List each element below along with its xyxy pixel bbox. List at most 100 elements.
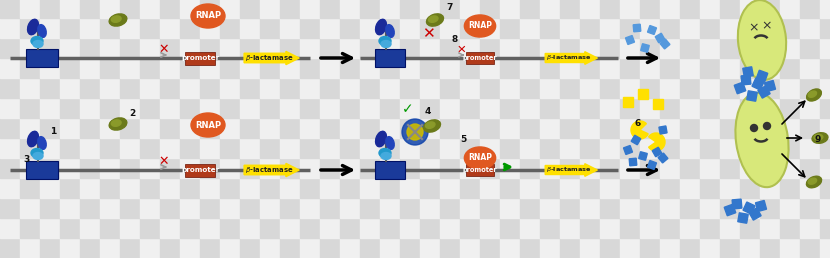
Bar — [200, 0, 220, 18]
Bar — [760, 218, 780, 238]
Bar — [40, 238, 60, 258]
Bar — [120, 198, 140, 218]
Bar — [300, 0, 320, 18]
FancyArrow shape — [545, 164, 598, 176]
Bar — [360, 0, 380, 18]
Bar — [800, 18, 820, 38]
Bar — [460, 38, 480, 58]
Bar — [740, 178, 760, 198]
Ellipse shape — [407, 124, 423, 140]
Bar — [460, 238, 480, 258]
Bar — [300, 218, 320, 238]
Bar — [20, 218, 40, 238]
Bar — [800, 38, 820, 58]
Bar — [440, 98, 460, 118]
Bar — [260, 118, 280, 138]
Bar — [240, 78, 260, 98]
Ellipse shape — [111, 120, 121, 126]
Bar — [760, 118, 780, 138]
Bar — [725, 204, 735, 216]
Bar — [720, 0, 740, 18]
Ellipse shape — [423, 120, 441, 132]
Bar — [280, 58, 300, 78]
Bar — [140, 118, 160, 138]
Text: ×: × — [762, 20, 772, 33]
Bar — [120, 18, 140, 38]
Bar — [400, 138, 420, 158]
Bar — [360, 98, 380, 118]
Bar — [60, 158, 80, 178]
Bar — [600, 198, 620, 218]
Bar — [660, 78, 680, 98]
Bar — [639, 152, 647, 160]
Ellipse shape — [807, 176, 822, 188]
Bar — [658, 153, 668, 163]
Bar — [720, 58, 740, 78]
Bar — [80, 0, 100, 18]
Bar — [626, 36, 634, 44]
Bar — [60, 0, 80, 18]
Bar — [340, 38, 360, 58]
Bar — [220, 178, 240, 198]
Bar — [480, 138, 500, 158]
Bar — [240, 0, 260, 18]
Bar — [653, 99, 663, 109]
Bar — [632, 135, 641, 145]
Text: RNAP: RNAP — [468, 154, 492, 163]
Bar — [720, 18, 740, 38]
Bar — [460, 0, 480, 18]
Bar — [60, 18, 80, 38]
Bar — [100, 238, 120, 258]
Bar — [320, 58, 340, 78]
Bar — [400, 218, 420, 238]
Text: ✓: ✓ — [403, 102, 414, 116]
Bar — [240, 18, 260, 38]
Bar — [420, 178, 440, 198]
Bar — [120, 0, 140, 18]
FancyArrow shape — [545, 52, 598, 64]
Bar — [360, 178, 380, 198]
Bar — [40, 58, 60, 78]
Bar — [700, 178, 720, 198]
Bar — [200, 18, 220, 38]
Bar — [440, 18, 460, 38]
Bar — [741, 75, 751, 85]
Bar — [640, 58, 660, 78]
Bar — [600, 78, 620, 98]
Bar — [560, 218, 580, 238]
Bar — [500, 18, 520, 38]
Bar — [660, 38, 680, 58]
Bar — [500, 38, 520, 58]
Bar — [520, 118, 540, 138]
Bar — [820, 198, 830, 218]
Bar — [20, 198, 40, 218]
Bar — [500, 238, 520, 258]
Bar — [360, 238, 380, 258]
Bar — [600, 38, 620, 58]
Bar — [680, 118, 700, 138]
Bar — [760, 38, 780, 58]
Bar — [400, 118, 420, 138]
Ellipse shape — [375, 19, 387, 35]
Bar — [540, 138, 560, 158]
Bar — [380, 0, 400, 18]
Bar — [280, 218, 300, 238]
Bar — [100, 58, 120, 78]
Text: 6: 6 — [635, 118, 641, 127]
Bar — [540, 158, 560, 178]
Bar — [659, 126, 667, 134]
Bar — [120, 118, 140, 138]
Bar — [260, 38, 280, 58]
Bar — [820, 98, 830, 118]
Bar — [520, 0, 540, 18]
Bar — [80, 138, 100, 158]
Bar — [480, 78, 500, 98]
Bar — [60, 238, 80, 258]
Bar — [440, 198, 460, 218]
Bar — [320, 98, 340, 118]
Bar — [800, 178, 820, 198]
Bar — [800, 138, 820, 158]
Bar — [180, 238, 200, 258]
Bar — [540, 38, 560, 58]
Bar — [360, 18, 380, 38]
